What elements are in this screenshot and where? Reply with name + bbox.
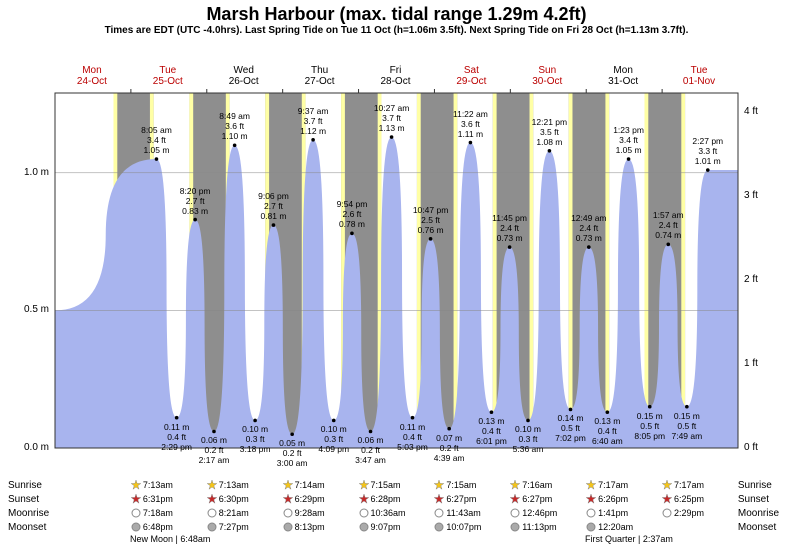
sun-row-label: Moonrise — [0, 508, 55, 519]
sun-cell: 6:31pm — [131, 494, 207, 504]
day-label: Fri28-Oct — [358, 65, 434, 87]
sun-row-label-right: Moonrise — [738, 508, 793, 519]
sun-cell: 12:46pm — [510, 508, 586, 518]
sun-cell: 6:48pm — [131, 522, 207, 532]
y-right-tick: 1 ft — [744, 358, 758, 369]
sun-moon-table: Sunrise7:13am7:13am7:14am7:15am7:15am7:1… — [0, 478, 793, 548]
sun-cell: 6:28pm — [359, 494, 435, 504]
sun-row: Sunrise7:13am7:13am7:14am7:15am7:15am7:1… — [0, 478, 793, 492]
sun-cell: 6:27pm — [434, 494, 510, 504]
sun-cell: 6:29pm — [283, 494, 359, 504]
sun-row-label-right: Sunset — [738, 494, 793, 505]
sun-cell: 7:15am — [434, 480, 510, 490]
peak-label: 1:57 am2.4 ft0.74 m — [643, 210, 693, 240]
sun-cell: 6:25pm — [662, 494, 738, 504]
sun-cell: 10:36am — [359, 508, 435, 518]
peak-label: 8:20 pm2.7 ft0.83 m — [170, 186, 220, 216]
sun-cell: 7:15am — [359, 480, 435, 490]
sun-cell: 12:20am — [586, 522, 662, 532]
sun-cell: 7:14am — [283, 480, 359, 490]
sun-row: Moonrise 7:18am8:21am9:28am10:36am11:43am… — [0, 506, 793, 520]
sun-cell: 7:16am — [510, 480, 586, 490]
sun-row-label: Sunset — [0, 494, 55, 505]
sun-row-label: Sunrise — [0, 480, 55, 491]
sun-row-label-right: Sunrise — [738, 480, 793, 491]
peak-label: 8:49 am3.6 ft1.10 m — [210, 111, 260, 141]
day-label: Mon24-Oct — [54, 65, 130, 87]
sun-cell: 8:13pm — [283, 522, 359, 532]
chart-title: Marsh Harbour (max. tidal range 1.29m 4.… — [0, 0, 793, 25]
sun-cell: 7:27pm — [207, 522, 283, 532]
sun-row: Sunset6:31pm6:30pm6:29pm6:28pm6:27pm6:27… — [0, 492, 793, 506]
day-label: Thu27-Oct — [282, 65, 358, 87]
sun-cell: 11:13pm — [510, 522, 586, 532]
sun-cell: 6:27pm — [510, 494, 586, 504]
sun-cell: 9:28am — [283, 508, 359, 518]
sun-row: Moonset 6:48pm7:27pm8:13pm9:07pm10:07pm11… — [0, 520, 793, 534]
moon-phase-label: First Quarter | 2:37am — [585, 534, 673, 544]
day-label: Wed26-Oct — [206, 65, 282, 87]
sun-cell: 10:07pm — [434, 522, 510, 532]
peak-label: 10:27 am3.7 ft1.13 m — [367, 103, 417, 133]
sun-cell: 6:30pm — [207, 494, 283, 504]
peak-label: 12:21 pm3.5 ft1.08 m — [524, 117, 574, 147]
chart-subtitle: Times are EDT (UTC -4.0hrs). Last Spring… — [0, 25, 793, 38]
peak-label: 8:05 am3.4 ft1.05 m — [131, 125, 181, 155]
moon-phase-label: New Moon | 6:48am — [130, 534, 210, 544]
sun-cell: 7:17am — [586, 480, 662, 490]
sun-cell: 1:41pm — [586, 508, 662, 518]
sun-cell: 8:21am — [207, 508, 283, 518]
sun-cell: 7:13am — [131, 480, 207, 490]
sun-cell: 7:18am — [131, 508, 207, 518]
day-label: Sun30-Oct — [509, 65, 585, 87]
peak-label: 11:22 am3.6 ft1.11 m — [445, 109, 495, 139]
sun-row-label-right: Moonset — [738, 522, 793, 533]
peak-label: 11:45 pm2.4 ft0.73 m — [485, 213, 535, 243]
sun-cell: 6:26pm — [586, 494, 662, 504]
peak-label: 9:37 am3.7 ft1.12 m — [288, 106, 338, 136]
peak-label: 2:27 pm3.3 ft1.01 m — [683, 136, 733, 166]
peak-label: 0.15 m0.5 ft7:49 am — [662, 411, 712, 441]
sun-cell: 7:13am — [207, 480, 283, 490]
peak-label: 1:23 pm3.4 ft1.05 m — [604, 125, 654, 155]
peak-label: 10:47 pm2.5 ft0.76 m — [406, 205, 456, 235]
peak-label: 9:06 pm2.7 ft0.81 m — [248, 191, 298, 221]
y-right-tick: 2 ft — [744, 274, 758, 285]
sun-row-label: Moonset — [0, 522, 55, 533]
sun-cell: 9:07pm — [359, 522, 435, 532]
day-label: Mon31-Oct — [585, 65, 661, 87]
day-label: Tue25-Oct — [130, 65, 206, 87]
y-left-tick: 0.0 m — [9, 442, 49, 453]
y-right-tick: 0 ft — [744, 442, 758, 453]
sun-cell: 11:43am — [434, 508, 510, 518]
chart-area: Mon24-OctTue25-OctWed26-OctThu27-OctFri2… — [0, 38, 793, 478]
y-left-tick: 0.5 m — [9, 304, 49, 315]
day-label: Tue01-Nov — [661, 65, 737, 87]
y-right-tick: 3 ft — [744, 190, 758, 201]
sun-cell: 7:17am — [662, 480, 738, 490]
y-right-tick: 4 ft — [744, 106, 758, 117]
sun-cell: 2:29pm — [662, 508, 738, 518]
y-left-tick: 1.0 m — [9, 167, 49, 178]
peak-label: 12:49 am2.4 ft0.73 m — [564, 213, 614, 243]
peak-label: 9:54 pm2.6 ft0.78 m — [327, 199, 377, 229]
day-label: Sat29-Oct — [433, 65, 509, 87]
